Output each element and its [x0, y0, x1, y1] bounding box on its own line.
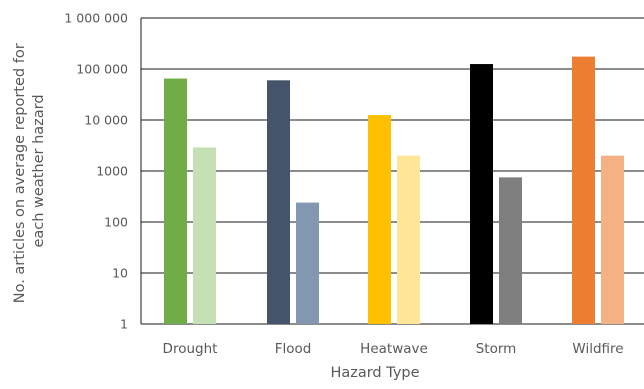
bar-drought-1: [164, 78, 187, 325]
bar-wildfire-1: [572, 56, 595, 324]
y-axis-title-line-2: each weather hazard: [31, 94, 47, 247]
x-category-label: Wildfire: [572, 341, 623, 357]
bar-storm-2: [499, 177, 522, 324]
y-tick-label: 10 000: [84, 113, 128, 128]
x-axis-title: Hazard Type: [330, 365, 419, 381]
x-category-label: Storm: [476, 341, 517, 357]
bar-heatwave-2: [397, 155, 420, 324]
bar-drought-2: [193, 147, 216, 324]
x-category-label: Flood: [275, 341, 312, 357]
bar-flood-1: [267, 80, 290, 324]
y-axis-title: No. articles on average reported for eac…: [12, 39, 47, 304]
y-tick-label: 1000: [96, 164, 128, 179]
bar-wildfire-2: [601, 155, 624, 324]
x-category-label: Heatwave: [360, 341, 428, 357]
bar-flood-2: [296, 202, 319, 324]
y-tick-label: 1: [120, 317, 128, 332]
bar-heatwave-1: [368, 115, 391, 324]
y-tick-label: 1 000 000: [64, 11, 128, 26]
x-category-label: Drought: [163, 341, 218, 357]
y-axis-title-line-1: No. articles on average reported for: [12, 43, 28, 303]
y-tick-label: 10: [112, 266, 128, 281]
bar-storm-1: [470, 64, 493, 324]
y-tick-label: 100: [104, 215, 128, 230]
y-tick-label: 100 000: [76, 62, 128, 77]
